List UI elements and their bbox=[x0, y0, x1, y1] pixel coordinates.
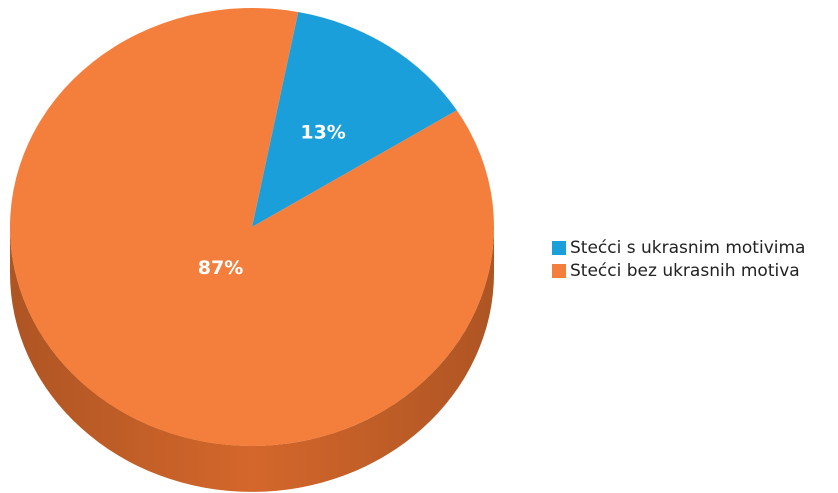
legend-swatch-decorated bbox=[552, 240, 566, 255]
pie-slices bbox=[9, 7, 495, 447]
data-label-1: 87% bbox=[198, 257, 243, 279]
pie-data-labels: 13% 87% bbox=[198, 122, 346, 280]
pie-side-shade-1 bbox=[10, 227, 494, 492]
data-label-0: 13% bbox=[300, 122, 345, 144]
legend-label-plain: Stećci bez ukrasnih motiva bbox=[570, 260, 800, 281]
legend-item-decorated: Stećci s ukrasnim motivima bbox=[552, 237, 805, 258]
legend-item-plain: Stećci bez ukrasnih motiva bbox=[552, 260, 805, 281]
pie-slice-0 bbox=[252, 12, 457, 227]
legend-label-decorated: Stećci s ukrasnim motivima bbox=[570, 237, 806, 258]
legend-swatch-plain bbox=[552, 263, 566, 278]
pie-slice-1 bbox=[9, 7, 495, 447]
legend: Stećci s ukrasnim motivima Stećci bez uk… bbox=[552, 237, 805, 281]
pie-side-wall bbox=[10, 227, 494, 492]
